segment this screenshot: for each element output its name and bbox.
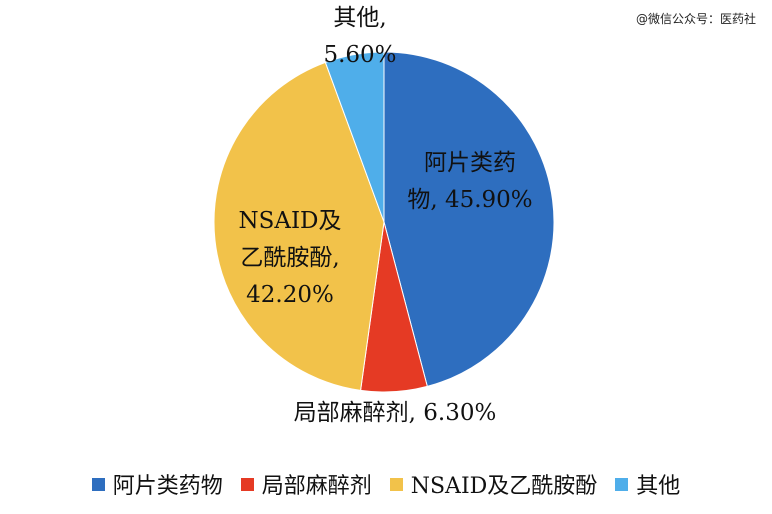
slice-label-nsaid: NSAID及乙酰胺酚, 42.20% bbox=[238, 208, 341, 308]
pie-chart: 阿片类药物, 45.90% 局部麻醉剂, 6.30% NSAID及乙酰胺酚, 42.2… bbox=[213, 5, 555, 426]
pie-slices bbox=[213, 51, 555, 393]
legend-label-opioids: 阿片类药物 bbox=[112, 474, 223, 499]
legend-swatch-nsaid bbox=[389, 477, 403, 491]
legend-label-local-anesthetics: 局部麻醉剂 bbox=[261, 474, 372, 499]
legend-swatch-other bbox=[615, 477, 629, 491]
slice-label-other: 其他, 5.60% bbox=[323, 5, 396, 68]
legend-label-nsaid: NSAID及乙酰胺酚 bbox=[410, 474, 598, 499]
legend-item-other: 其他 bbox=[615, 468, 680, 500]
legend-item-nsaid: NSAID及乙酰胺酚 bbox=[389, 468, 598, 500]
legend-item-opioids: 阿片类药物 bbox=[91, 468, 223, 500]
legend-item-local-anesthetics: 局部麻醉剂 bbox=[240, 468, 372, 500]
slice-label-local-anesthetics: 局部麻醉剂, 6.30% bbox=[294, 400, 497, 426]
watermark: @微信公众号：医药社 bbox=[635, 12, 756, 26]
slice-label-opioids: 阿片类药物, 45.90% bbox=[407, 150, 532, 213]
legend-swatch-opioids bbox=[91, 477, 105, 491]
legend-swatch-local-anesthetics bbox=[240, 477, 254, 491]
pie-slice-opioids bbox=[383, 51, 555, 388]
slice-labels: 阿片类药物, 45.90% 局部麻醉剂, 6.30% NSAID及乙酰胺酚, 42.2… bbox=[238, 5, 532, 426]
legend-label-other: 其他 bbox=[636, 474, 681, 499]
pie-slice-other bbox=[324, 51, 385, 223]
legend: 阿片类药物 局部麻醉剂 NSAID及乙酰胺酚 其他 bbox=[0, 468, 772, 500]
pie-slice-nsaid bbox=[213, 61, 385, 391]
